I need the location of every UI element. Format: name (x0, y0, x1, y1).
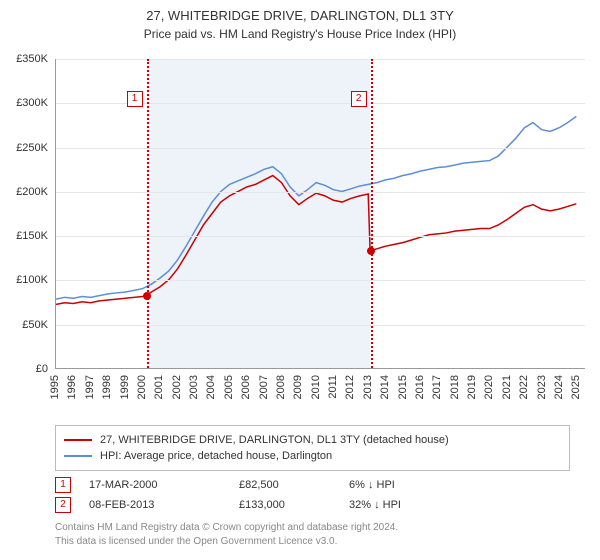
x-axis-label: 2007 (258, 375, 270, 399)
x-axis-label: 2019 (466, 375, 478, 399)
gridline (56, 236, 585, 237)
x-axis-label: 2012 (344, 375, 356, 399)
legend-item-property: 27, WHITEBRIDGE DRIVE, DARLINGTON, DL1 3… (64, 432, 561, 448)
y-axis-label: £250K (16, 142, 48, 154)
y-axis-label: £150K (16, 230, 48, 242)
legend-item-hpi: HPI: Average price, detached house, Darl… (64, 448, 561, 464)
sale-vline (147, 59, 149, 368)
x-axis-label: 2004 (205, 375, 217, 399)
sale-vline (371, 59, 373, 368)
x-axis-label: 2000 (136, 375, 148, 399)
x-axis-label: 2003 (188, 375, 200, 399)
gridline (56, 192, 585, 193)
x-axis-label: 2005 (223, 375, 235, 399)
sale-date: 08-FEB-2013 (89, 499, 239, 511)
x-axis-label: 2010 (310, 375, 322, 399)
footer-line: Contains HM Land Registry data © Crown c… (55, 521, 570, 535)
x-axis-label: 2015 (397, 375, 409, 399)
x-axis-label: 1999 (119, 375, 131, 399)
y-axis-label: £350K (16, 53, 48, 65)
sale-price: £133,000 (239, 499, 349, 511)
x-axis-label: 2018 (449, 375, 461, 399)
x-axis-label: 2025 (570, 375, 582, 399)
y-axis-label: £50K (22, 319, 48, 331)
sale-dot-icon (143, 292, 151, 300)
sale-row: 1 17-MAR-2000 £82,500 6% ↓ HPI (55, 475, 570, 495)
y-axis-label: £100K (16, 274, 48, 286)
y-axis-label: £200K (16, 186, 48, 198)
plot-region: 12 (55, 59, 585, 369)
sale-date: 17-MAR-2000 (89, 479, 239, 491)
x-axis-label: 2017 (431, 375, 443, 399)
sale-marker-box: 2 (351, 91, 367, 107)
footer: Contains HM Land Registry data © Crown c… (55, 521, 570, 549)
legend-swatch (64, 455, 92, 457)
series-line-property (56, 176, 576, 305)
x-axis-label: 2011 (327, 375, 339, 399)
x-axis-label: 1996 (66, 375, 78, 399)
x-axis-label: 2006 (240, 375, 252, 399)
gridline (56, 148, 585, 149)
x-axis-label: 2001 (153, 375, 165, 399)
legend-swatch (64, 439, 92, 441)
gridline (56, 59, 585, 60)
gridline (56, 280, 585, 281)
x-axis-label: 2024 (553, 375, 565, 399)
x-axis-label: 2013 (362, 375, 374, 399)
x-axis-label: 1997 (84, 375, 96, 399)
x-axis-label: 2008 (275, 375, 287, 399)
y-axis-label: £0 (36, 363, 48, 375)
sale-dot-icon (367, 247, 375, 255)
sale-price: £82,500 (239, 479, 349, 491)
x-axis-label: 2022 (518, 375, 530, 399)
sale-diff: 32% ↓ HPI (349, 499, 469, 511)
x-axis-label: 2002 (171, 375, 183, 399)
gridline (56, 325, 585, 326)
chart-area: 12 £0£50K£100K£150K£200K£250K£300K£350K1… (0, 49, 600, 419)
footer-line: This data is licensed under the Open Gov… (55, 535, 570, 549)
page-subtitle: Price paid vs. HM Land Registry's House … (0, 23, 600, 49)
legend: 27, WHITEBRIDGE DRIVE, DARLINGTON, DL1 3… (55, 425, 570, 471)
sale-marker-box: 1 (127, 91, 143, 107)
x-axis-label: 2014 (379, 375, 391, 399)
legend-label: 27, WHITEBRIDGE DRIVE, DARLINGTON, DL1 3… (100, 434, 449, 446)
x-axis-label: 2016 (414, 375, 426, 399)
sale-marker-icon: 1 (55, 477, 71, 493)
series-line-hpi (56, 116, 576, 299)
sale-row: 2 08-FEB-2013 £133,000 32% ↓ HPI (55, 495, 570, 515)
y-axis-label: £300K (16, 97, 48, 109)
sale-diff: 6% ↓ HPI (349, 479, 469, 491)
x-axis-label: 2020 (483, 375, 495, 399)
sales-table: 1 17-MAR-2000 £82,500 6% ↓ HPI 2 08-FEB-… (55, 475, 570, 515)
legend-label: HPI: Average price, detached house, Darl… (100, 450, 332, 462)
x-axis-label: 2009 (292, 375, 304, 399)
x-axis-label: 1998 (101, 375, 113, 399)
page-title: 27, WHITEBRIDGE DRIVE, DARLINGTON, DL1 3… (0, 0, 600, 23)
sale-marker-icon: 2 (55, 497, 71, 513)
x-axis-label: 2023 (536, 375, 548, 399)
x-axis-label: 2021 (501, 375, 513, 399)
x-axis-label: 1995 (49, 375, 61, 399)
